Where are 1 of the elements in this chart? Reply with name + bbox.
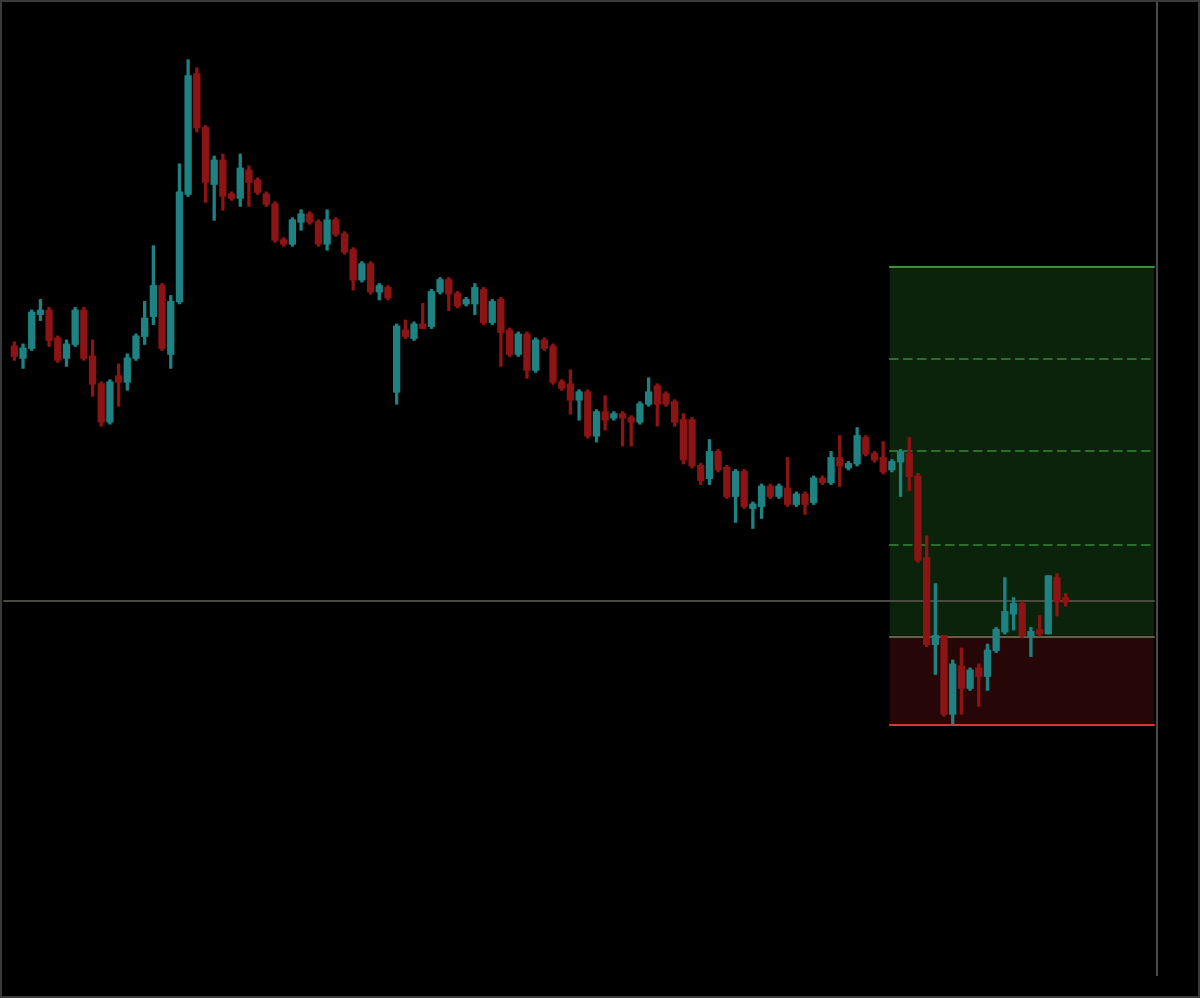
candlestick bbox=[1027, 627, 1035, 657]
